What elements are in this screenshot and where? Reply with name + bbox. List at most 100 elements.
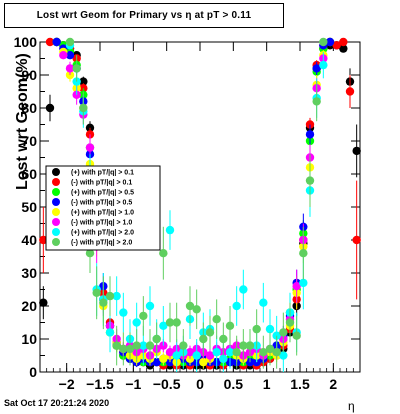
data-point — [132, 318, 141, 327]
data-point — [292, 331, 301, 340]
data-point — [119, 308, 128, 317]
data-point — [225, 321, 235, 330]
y-axis-label: Lost wrt Geom(%) — [14, 53, 31, 190]
data-point — [185, 301, 195, 311]
legend-marker — [52, 208, 60, 216]
legend-entry: (-) with pT/|q| > 0.5 — [71, 200, 132, 207]
y-tick-label: 80 — [21, 100, 37, 116]
legend-marker — [52, 198, 60, 206]
data-point — [345, 87, 355, 96]
data-point — [219, 334, 228, 344]
legend-marker — [52, 238, 60, 246]
data-point — [72, 64, 81, 73]
data-point — [219, 354, 228, 363]
data-point — [305, 176, 315, 185]
data-point — [145, 301, 155, 311]
data-point — [199, 334, 208, 344]
series-8 — [65, 37, 328, 369]
title-box: Lost wrt Geom for Primary vs η at pT > 0… — [4, 3, 284, 28]
data-point — [139, 341, 148, 350]
data-point — [52, 37, 61, 47]
legend-marker — [52, 188, 60, 196]
data-point — [205, 328, 215, 337]
data-point — [125, 344, 135, 354]
data-point — [292, 282, 301, 291]
data-point — [239, 285, 248, 294]
y-tick-label: 90 — [21, 67, 37, 83]
data-point — [39, 235, 48, 245]
timestamp-footer: Sat Oct 17 20:21:24 2020 — [4, 398, 110, 408]
data-point — [85, 249, 95, 258]
data-point — [305, 130, 315, 139]
data-point — [165, 318, 175, 327]
data-point — [112, 291, 121, 301]
data-point — [65, 64, 75, 73]
data-point — [179, 341, 188, 350]
data-point — [132, 341, 141, 350]
y-tick-label: 30 — [21, 265, 37, 281]
data-point — [192, 305, 201, 314]
data-point — [112, 341, 121, 350]
data-point — [85, 143, 95, 152]
data-point — [339, 37, 348, 47]
data-point — [212, 348, 221, 357]
data-point — [265, 344, 275, 354]
data-point — [339, 44, 348, 53]
data-point — [212, 315, 221, 324]
legend-box — [45, 165, 161, 251]
data-point — [59, 51, 68, 60]
data-point — [319, 60, 328, 70]
data-point — [299, 278, 308, 288]
legend-entry: (-) with pT/|q| > 2.0 — [71, 240, 132, 247]
x-tick-label: −1.5 — [86, 376, 114, 392]
series-layer — [39, 37, 361, 372]
data-point — [279, 351, 288, 360]
y-tick-label: 0 — [29, 364, 37, 380]
x-tick-label: 0.5 — [224, 376, 244, 392]
legend-entry: (+) with pT/|q| > 1.0 — [71, 210, 134, 217]
data-point — [45, 103, 55, 113]
legend-marker — [52, 228, 60, 236]
data-point — [79, 103, 88, 113]
x-tick-label: 1.5 — [290, 376, 310, 392]
data-point — [312, 97, 321, 106]
data-point — [165, 348, 175, 357]
y-tick-label: 10 — [21, 331, 37, 347]
data-point — [232, 348, 241, 357]
data-point — [205, 351, 215, 360]
data-point — [232, 301, 241, 311]
data-point — [92, 288, 101, 297]
data-point — [65, 37, 75, 47]
x-tick-label: 2 — [329, 376, 337, 392]
data-point — [319, 37, 328, 47]
y-tick-label: 40 — [21, 232, 37, 248]
data-point — [332, 41, 341, 50]
data-point — [352, 146, 361, 156]
data-point — [252, 324, 261, 334]
data-point — [139, 311, 148, 321]
legend-entry: (+) with pT/|q| > 0.5 — [71, 190, 134, 197]
data-point — [352, 235, 361, 245]
legend-entry: (+) with pT/|q| > 2.0 — [71, 230, 134, 237]
data-point — [185, 348, 195, 357]
y-tick-label: 60 — [21, 166, 37, 182]
y-tick-label: 100 — [14, 34, 38, 50]
x-tick-label: −1 — [125, 376, 141, 392]
legend-marker — [52, 218, 60, 226]
data-point — [172, 351, 181, 360]
y-tick-label: 50 — [21, 199, 37, 215]
data-point — [325, 37, 335, 47]
x-axis-label: η — [348, 399, 355, 413]
x-tick-label: 1 — [263, 376, 271, 392]
y-tick-label: 20 — [21, 298, 37, 314]
data-point — [192, 351, 201, 360]
data-point — [312, 64, 321, 73]
data-point — [272, 348, 281, 357]
data-point — [159, 354, 168, 363]
data-point — [279, 328, 288, 337]
legend: (+) with pT/|q| > 0.1 (-) with pT/|q| > 0… — [45, 165, 161, 251]
data-point — [245, 341, 255, 350]
data-point — [79, 77, 88, 86]
y-tick-label: 70 — [21, 133, 37, 149]
